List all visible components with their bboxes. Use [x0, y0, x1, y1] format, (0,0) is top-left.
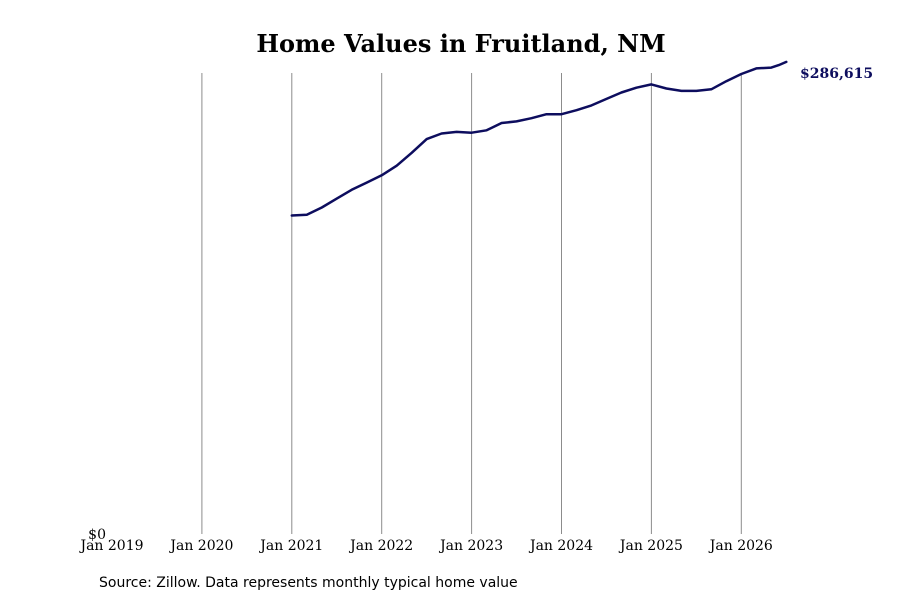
x-tick-label: Jan 2023 — [438, 538, 503, 554]
chart-title: Home Values in Fruitland, NM — [256, 29, 665, 58]
x-tick-label: Jan 2025 — [618, 538, 683, 554]
x-tick-label: Jan 2021 — [258, 538, 323, 554]
vertical-grid — [201, 73, 742, 534]
x-tick-label: Jan 2020 — [168, 538, 233, 554]
end-value-label: $286,615 — [800, 66, 873, 82]
x-tick-label: Jan 2024 — [528, 538, 593, 554]
series-line — [290, 60, 788, 217]
y-tick-label: $0 — [88, 527, 106, 543]
x-tick-label: Jan 2022 — [348, 538, 413, 554]
x-axis-ticks: Jan 2019 Jan 2020 Jan 2021 Jan 2022 Jan 2023… — [78, 538, 772, 554]
x-tick-label: Jan 2019 — [78, 538, 143, 554]
source-note: Source: Zillow. Data represents monthly … — [99, 575, 518, 591]
series-lines — [290, 60, 788, 217]
y-axis-ticks: $0 — [88, 527, 106, 543]
x-tick-label: Jan 2026 — [708, 538, 773, 554]
